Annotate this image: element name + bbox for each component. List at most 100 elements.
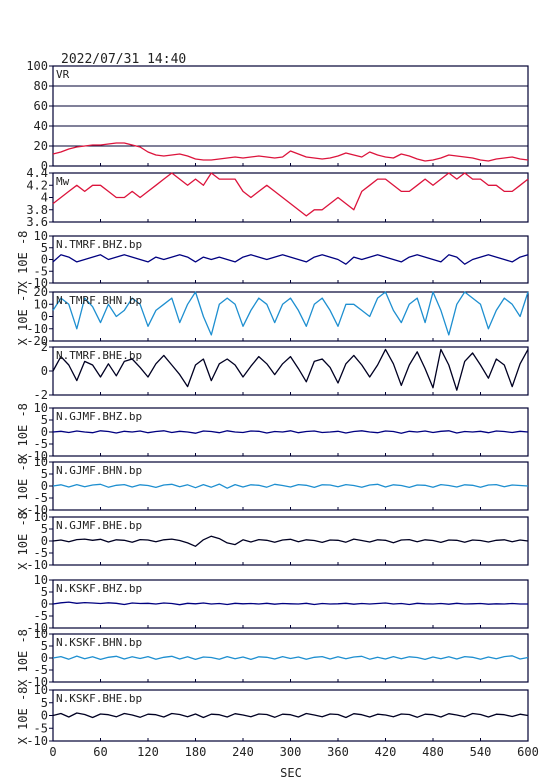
- panel-label: N.GJMF.BHN.bp: [56, 464, 142, 477]
- x-tick-label: 480: [422, 745, 444, 759]
- series-line: [52, 172, 529, 217]
- panel-label: Mw: [56, 175, 70, 188]
- panel-label: VR: [56, 68, 70, 81]
- y-tick-label: -2: [34, 388, 48, 402]
- y-tick-label: 3.8: [26, 203, 48, 217]
- y-tick-label: 10: [34, 510, 48, 524]
- y-tick-label: -10: [26, 621, 48, 635]
- x-tick-label: 420: [375, 745, 397, 759]
- panel-label: N.TMRF.BHN.bp: [56, 294, 142, 307]
- y-tick-label: 5: [41, 585, 48, 599]
- y-tick-label: -5: [34, 663, 48, 677]
- y-tick-label: -5: [34, 721, 48, 735]
- y-tick-label: 0: [41, 253, 48, 267]
- series-line: [52, 430, 529, 434]
- y-tick-label: 5: [41, 241, 48, 255]
- panel-label: N.KSKF.BHN.bp: [56, 636, 142, 649]
- y-axis-unit-label: X 10E -8: [16, 629, 30, 687]
- y-tick-label: -10: [26, 558, 48, 572]
- y-tick-label: 4: [41, 191, 48, 205]
- y-tick-label: 3.6: [26, 215, 48, 229]
- y-tick-label: 0: [41, 479, 48, 493]
- y-tick-label: 10: [34, 229, 48, 243]
- series-line: [52, 601, 528, 606]
- y-axis-unit-label: X 10E -8: [16, 687, 30, 745]
- figure-title: 2022/07/31 14:40: [61, 52, 186, 67]
- y-tick-label: 10: [34, 627, 48, 641]
- panel-stack: 020406080100VR3.63.844.24.4Mw-10-50510N.…: [26, 59, 529, 748]
- y-tick-label: 0: [41, 709, 48, 723]
- series-line: [52, 142, 529, 162]
- x-tick-label: 540: [470, 745, 492, 759]
- series-line: [52, 291, 529, 336]
- y-axis-labels: X 10E -8X 10E -7X 10E -8X 10E -8X 10E -8…: [16, 231, 30, 745]
- panel: 3.63.844.24.4 Mw: [26, 166, 529, 229]
- x-tick-label: 600: [517, 745, 539, 759]
- x-tick-label: 360: [327, 745, 349, 759]
- y-tick-label: 0: [41, 534, 48, 548]
- y-tick-label: -10: [26, 503, 48, 517]
- y-tick-label: 80: [34, 79, 48, 93]
- y-tick-label: -20: [26, 334, 48, 348]
- series-line: [52, 483, 529, 489]
- panel-label: N.GJMF.BHE.bp: [56, 519, 142, 532]
- y-tick-label: 40: [34, 119, 48, 133]
- y-tick-label: 20: [34, 285, 48, 299]
- x-tick-label: 120: [137, 745, 159, 759]
- y-tick-label: -5: [34, 437, 48, 451]
- y-tick-label: 0: [41, 597, 48, 611]
- y-tick-label: 5: [41, 522, 48, 536]
- y-tick-label: 10: [34, 573, 48, 587]
- y-tick-label: -5: [34, 491, 48, 505]
- panel-label: N.KSKF.BHE.bp: [56, 692, 142, 705]
- y-tick-label: 2: [41, 340, 48, 354]
- y-tick-label: 5: [41, 696, 48, 710]
- y-tick-label: 10: [34, 683, 48, 697]
- panel-label: N.KSKF.BHZ.bp: [56, 582, 142, 595]
- y-axis-unit-label: X 10E -8: [16, 512, 30, 570]
- y-tick-label: 4.2: [26, 178, 48, 192]
- panel: 0 20 40 60 80 100 VR: [26, 59, 529, 173]
- x-tick-label: 0: [49, 745, 56, 759]
- y-tick-label: 5: [41, 413, 48, 427]
- y-tick-label: -5: [34, 546, 48, 560]
- y-tick-label: 5: [41, 639, 48, 653]
- x-tick-label: 240: [232, 745, 254, 759]
- y-tick-label: 20: [34, 139, 48, 153]
- y-axis-unit-label: X 10E -8: [16, 403, 30, 461]
- y-tick-label: 0: [41, 364, 48, 378]
- series-line: [52, 712, 529, 719]
- y-tick-label: 10: [34, 401, 48, 415]
- series-line: [52, 254, 529, 265]
- panel-label: N.GJMF.BHZ.bp: [56, 410, 142, 423]
- y-tick-label: 0: [41, 159, 48, 173]
- y-tick-label: 5: [41, 467, 48, 481]
- y-tick-label: 0: [41, 651, 48, 665]
- series-line: [52, 655, 529, 661]
- y-axis-unit-label: X 10E -7: [16, 288, 30, 346]
- y-tick-label: -10: [26, 276, 48, 290]
- x-tick-label: 180: [185, 745, 207, 759]
- y-tick-label: 60: [34, 99, 48, 113]
- x-tick-label: 60: [93, 745, 107, 759]
- y-tick-label: -5: [34, 609, 48, 623]
- y-tick-label: 0: [41, 310, 48, 324]
- panel-label: N.TMRF.BHZ.bp: [56, 238, 142, 251]
- y-tick-label: -10: [26, 675, 48, 689]
- series-line: [52, 348, 529, 391]
- x-axis-label: SEC: [280, 766, 302, 780]
- y-tick-label: 4.4: [26, 166, 48, 180]
- y-tick-label: 10: [34, 297, 48, 311]
- y-axis-unit-label: X 10E -8: [16, 231, 30, 289]
- series-line: [52, 535, 529, 547]
- y-tick-label: 10: [34, 455, 48, 469]
